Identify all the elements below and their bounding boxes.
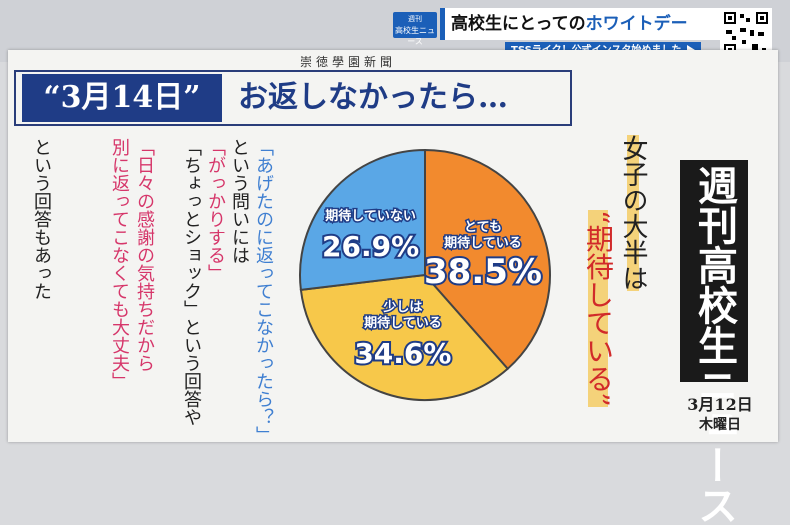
right-heading-main: 女子の大半は bbox=[615, 135, 652, 291]
slice-label-2-0: 期待していない bbox=[325, 208, 416, 224]
slice-value-1: 34.6% bbox=[354, 337, 451, 370]
badge-top: 週刊 bbox=[408, 15, 422, 23]
headline-a: 高校生にとっての bbox=[451, 14, 586, 34]
slice-label-0-0: とても bbox=[464, 220, 502, 235]
slice-value-0: 38.5% bbox=[424, 252, 542, 292]
pie-slice-2 bbox=[299, 148, 426, 291]
issue-day: 木曜日 bbox=[699, 417, 741, 433]
answer-3b: 別に返ってこなくても大丈夫」 bbox=[109, 138, 130, 390]
title-date: “3月14日” bbox=[22, 74, 222, 122]
body-line-2: という問いには bbox=[229, 138, 250, 264]
badge-bottom: 高校生ニュース bbox=[395, 26, 435, 46]
headline: 高校生にとってのホワイトデー bbox=[440, 8, 720, 40]
weekly-block bbox=[680, 160, 748, 382]
masthead: 崇徳學園新聞 bbox=[300, 55, 397, 69]
weekly-title: 週刊高校生ニュース bbox=[691, 165, 738, 525]
headline-b: ホワイトデー bbox=[585, 14, 688, 34]
slice-value-2: 26.9% bbox=[322, 230, 419, 263]
answer-2: 「ちょっとショック」という回答や bbox=[181, 138, 202, 426]
answer-3a: 「日々の感謝の気持ちだから bbox=[134, 138, 155, 372]
right-heading-text: 女子の大半は bbox=[618, 135, 648, 291]
slice-label-1-0: 少しは bbox=[382, 299, 422, 315]
pie-slice-0 bbox=[424, 148, 551, 371]
question-text: 「あげたのに返ってこなかったら？」 bbox=[253, 138, 274, 444]
pie-slice-1 bbox=[299, 273, 510, 401]
slice-label-1-1: 期待している bbox=[364, 315, 442, 331]
slice-label-0-1: 期待している bbox=[444, 235, 522, 251]
issue-date: 3月12日 bbox=[687, 395, 753, 414]
expectation-highlight: “期待している” bbox=[578, 210, 618, 407]
answer-1: 「がっかりする」 bbox=[205, 138, 226, 282]
title-text: お返しなかったら… bbox=[238, 80, 508, 115]
body-line-last: という回答もあった bbox=[31, 138, 52, 300]
news-badge: 週刊 高校生ニュース bbox=[393, 12, 437, 46]
